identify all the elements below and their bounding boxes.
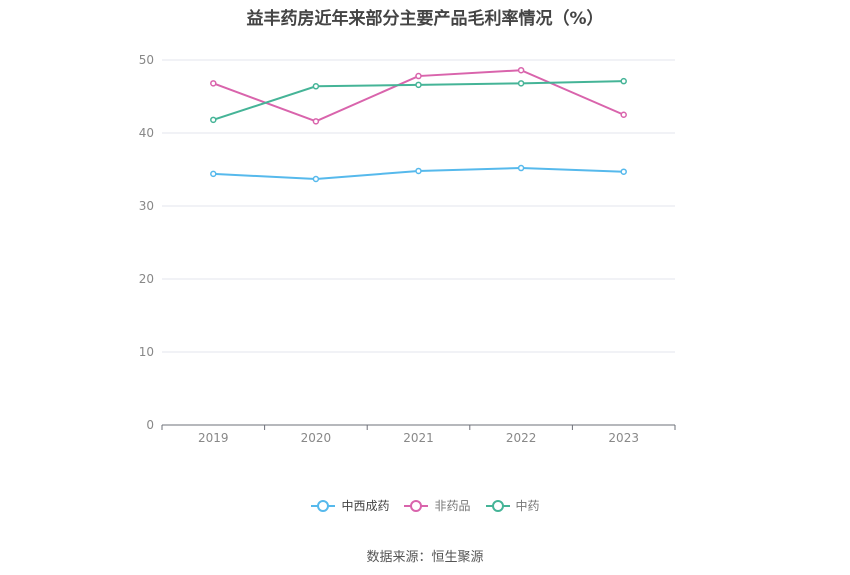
x-tick-label: 2022 (506, 431, 537, 445)
y-tick-label: 50 (139, 53, 154, 67)
data-point[interactable] (620, 168, 627, 175)
x-tick-label: 2020 (301, 431, 332, 445)
series-2 (210, 66, 627, 125)
data-point[interactable] (312, 83, 320, 90)
source-note: 数据来源：恒生聚源 (366, 550, 484, 565)
legend: 中西成药 非药品 中药 (0, 497, 850, 514)
data-point[interactable] (210, 170, 217, 178)
legend-item[interactable]: 中药 (485, 497, 540, 514)
y-tick-label: 20 (139, 272, 154, 286)
grid-lines (162, 59, 675, 353)
x-tick-label: 2019 (198, 431, 229, 445)
legend-symbol (311, 499, 336, 512)
y-tick-label: 30 (139, 199, 154, 213)
axes: 0 10 20 30 40 50 2019 2020 2021 2022 2023 (139, 53, 676, 445)
y-tick-label: 40 (139, 126, 154, 140)
data-point[interactable] (517, 66, 525, 74)
data-point[interactable] (620, 77, 627, 85)
x-tick-label: 2021 (403, 431, 434, 445)
legend-label: 中西成药 (341, 499, 390, 513)
data-point[interactable] (210, 116, 217, 124)
data-point[interactable] (517, 164, 525, 172)
data-point[interactable] (517, 80, 525, 87)
legend-label: 中药 (515, 499, 540, 513)
legend-item[interactable]: 非药品 (403, 497, 471, 514)
data-point[interactable] (312, 118, 320, 125)
legend-symbol (404, 499, 429, 512)
legend-label: 非药品 (434, 499, 471, 513)
data-point[interactable] (620, 111, 627, 118)
series-1 (210, 164, 627, 183)
data-point[interactable] (312, 175, 320, 183)
data-point[interactable] (210, 80, 217, 87)
legend-item[interactable]: 中西成药 (310, 497, 389, 514)
data-point[interactable] (415, 81, 422, 89)
legend-symbol (485, 499, 510, 512)
x-tick-label: 2023 (608, 431, 639, 445)
y-tick-label: 0 (146, 418, 154, 432)
series-3 (210, 77, 627, 124)
y-tick-label: 10 (139, 345, 154, 359)
data-point[interactable] (415, 167, 422, 175)
data-point[interactable] (415, 72, 422, 80)
chart-title: 益丰药房近年来部分主要产品毛利率情况（%） (246, 9, 604, 29)
series-lines (210, 66, 627, 183)
